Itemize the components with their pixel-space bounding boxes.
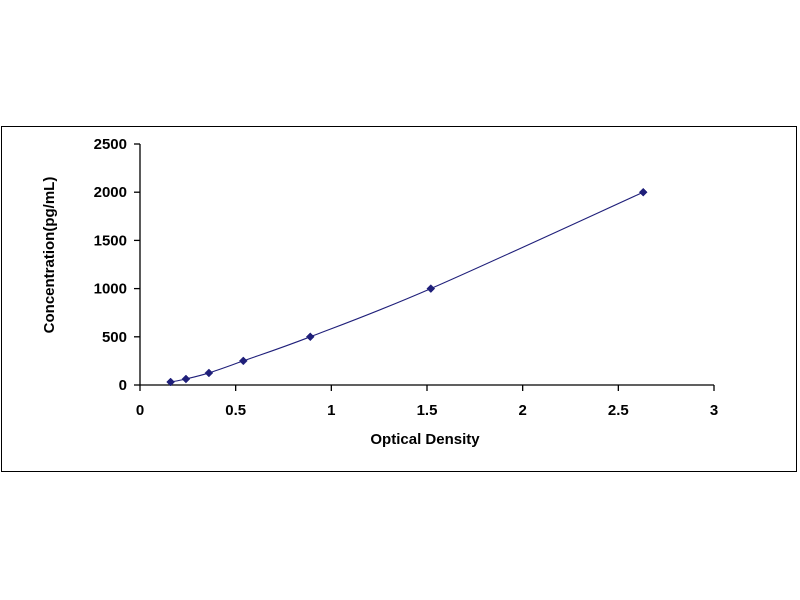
x-axis-ticks: 0 0.5 1 1.5 2 2.5 3: [136, 385, 718, 419]
data-point-diamond: [305, 332, 315, 342]
x-tick-label: 2: [518, 402, 526, 419]
y-tick-label: 500: [102, 329, 127, 346]
x-tick-label: 0: [136, 402, 144, 419]
chart-frame: [1, 126, 797, 472]
data-point-diamond: [204, 368, 214, 378]
x-tick-label: 1: [327, 402, 335, 419]
y-tick-label: 2500: [94, 136, 127, 153]
y-tick-label: 0: [119, 377, 127, 394]
x-tick-label: 2.5: [608, 402, 629, 419]
x-tick-label: 1.5: [417, 402, 438, 419]
x-tick-label: 3: [710, 402, 718, 419]
curve-layer: [170, 191, 644, 383]
y-axis-title: Concentration(pg/mL): [41, 177, 58, 334]
data-point-diamond: [638, 187, 648, 197]
y-axis-ticks: 0 500 1000 1500 2000 2500: [94, 136, 140, 394]
y-tick-label: 1000: [94, 281, 127, 298]
fit-curve: [170, 191, 644, 383]
data-point-diamond: [426, 284, 436, 293]
x-tick-label: 0.5: [225, 402, 246, 419]
x-axis-title: Optical Density: [370, 431, 480, 448]
points-layer: [166, 187, 648, 387]
y-tick-label: 2000: [94, 184, 127, 201]
y-tick-label: 1500: [94, 232, 127, 249]
data-point-diamond: [181, 374, 191, 384]
data-point-diamond: [166, 377, 175, 387]
axes: [139, 144, 714, 386]
data-point-diamond: [238, 356, 248, 366]
